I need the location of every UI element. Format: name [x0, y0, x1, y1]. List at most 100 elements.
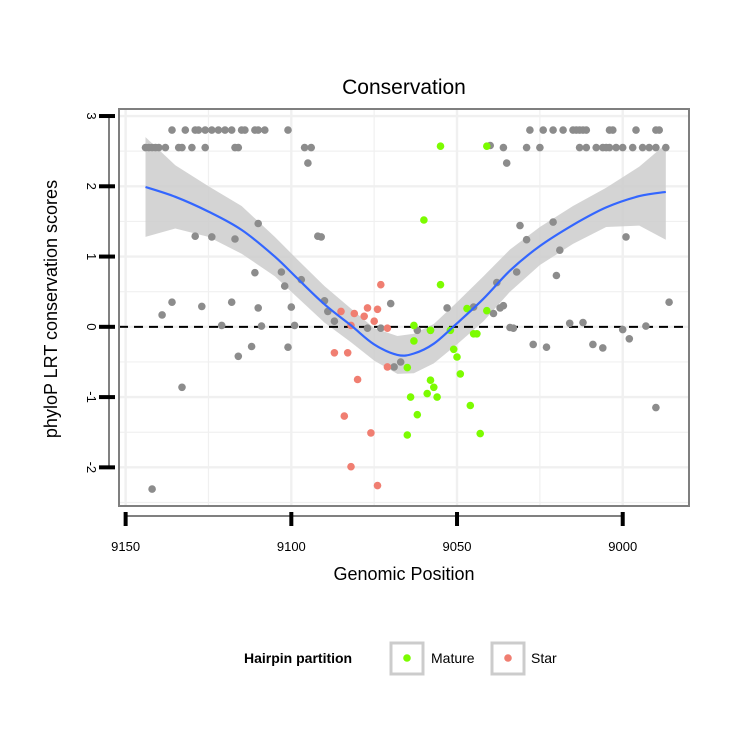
data-point-star	[337, 307, 345, 316]
series-other	[141, 126, 673, 493]
x-tick-label: 9000	[608, 539, 637, 554]
data-point-other	[386, 299, 395, 308]
data-point-other	[522, 235, 531, 244]
data-point-other	[502, 159, 511, 167]
data-point-star	[330, 349, 339, 357]
data-point-mature	[433, 393, 441, 401]
data-point-other	[330, 317, 339, 326]
data-point-other	[217, 321, 226, 330]
data-point-mature	[430, 383, 438, 392]
data-point-other	[261, 126, 269, 134]
data-point-other	[592, 143, 600, 152]
data-point-mature	[410, 337, 418, 345]
data-point-star	[360, 312, 369, 321]
data-point-other	[536, 143, 544, 152]
data-point-star	[363, 304, 372, 312]
smooth-curve	[145, 185, 666, 357]
data-point-mature	[463, 304, 471, 313]
data-point-other	[552, 271, 561, 280]
data-point-other	[290, 321, 299, 330]
data-point-other	[221, 126, 229, 134]
data-point-other	[496, 304, 504, 312]
y-tick-label: -2	[84, 462, 99, 474]
data-point-other	[188, 143, 196, 152]
data-point-other	[241, 126, 249, 134]
data-point-other	[227, 126, 236, 134]
data-point-other	[191, 232, 199, 240]
data-point-other	[201, 126, 209, 134]
data-point-mature	[410, 321, 418, 330]
data-point-other	[516, 221, 524, 230]
data-point-other	[549, 126, 557, 134]
data-point-other	[655, 126, 663, 134]
data-point-mature	[413, 410, 422, 419]
data-point-other	[499, 143, 508, 152]
data-point-mature	[453, 353, 461, 361]
data-point-mature	[426, 376, 435, 385]
data-point-other	[638, 143, 647, 152]
data-points	[141, 126, 673, 493]
confidence-band	[145, 137, 666, 374]
data-point-other	[201, 143, 209, 152]
data-point-other	[632, 126, 640, 134]
data-point-other	[234, 143, 243, 152]
data-point-star	[353, 375, 362, 384]
data-point-mature	[420, 216, 428, 224]
data-point-other	[539, 126, 547, 134]
data-point-other	[575, 143, 584, 152]
data-point-mature	[423, 389, 432, 398]
data-point-other	[284, 343, 292, 352]
data-point-mature	[483, 306, 491, 315]
data-point-star	[373, 305, 382, 314]
data-point-other	[599, 344, 607, 352]
data-point-star	[343, 349, 352, 357]
loess-confidence-band	[145, 137, 666, 374]
data-point-mature	[476, 429, 485, 438]
data-point-other	[526, 126, 534, 134]
data-point-star	[367, 429, 375, 437]
data-point-other	[489, 309, 498, 318]
data-point-star	[383, 324, 392, 333]
data-point-star	[370, 317, 379, 326]
data-point-other	[628, 143, 637, 152]
legend-title: Hairpin partition	[244, 650, 352, 666]
data-point-other	[300, 143, 309, 152]
data-point-mature	[436, 280, 445, 289]
series-star	[330, 280, 392, 490]
data-point-other	[556, 246, 564, 254]
data-point-other	[396, 358, 405, 366]
data-point-other	[605, 143, 614, 152]
data-point-other	[257, 322, 266, 330]
data-point-other	[565, 319, 574, 328]
data-point-other	[625, 335, 634, 343]
data-point-other	[280, 282, 289, 290]
data-point-other	[377, 324, 385, 333]
data-point-other	[277, 268, 286, 276]
data-point-star	[383, 363, 392, 371]
data-point-other	[148, 485, 156, 493]
legend-label-mature: Mature	[431, 650, 475, 666]
x-axis: 9150 9100 9050 9000	[111, 512, 637, 554]
data-point-other	[208, 233, 216, 241]
y-tick-label: -1	[84, 391, 99, 403]
data-point-other	[181, 126, 190, 134]
data-point-other	[618, 325, 627, 334]
data-point-other	[307, 143, 316, 152]
data-point-other	[443, 304, 451, 312]
y-axis-label: phyloP LRT conservation scores	[41, 180, 61, 438]
data-point-other	[254, 304, 262, 312]
plot-frame	[118, 108, 690, 507]
y-tick-label: 2	[84, 183, 99, 190]
x-axis-label: Genomic Position	[333, 564, 474, 584]
data-point-other	[506, 323, 514, 332]
data-point-other	[284, 126, 292, 134]
data-point-mature	[403, 431, 412, 439]
data-point-other	[645, 143, 653, 152]
data-point-other	[158, 311, 166, 319]
series-mature	[403, 142, 491, 439]
data-point-other	[652, 403, 660, 412]
data-point-other	[254, 126, 262, 134]
data-point-other	[642, 322, 650, 330]
data-point-other	[178, 143, 186, 152]
